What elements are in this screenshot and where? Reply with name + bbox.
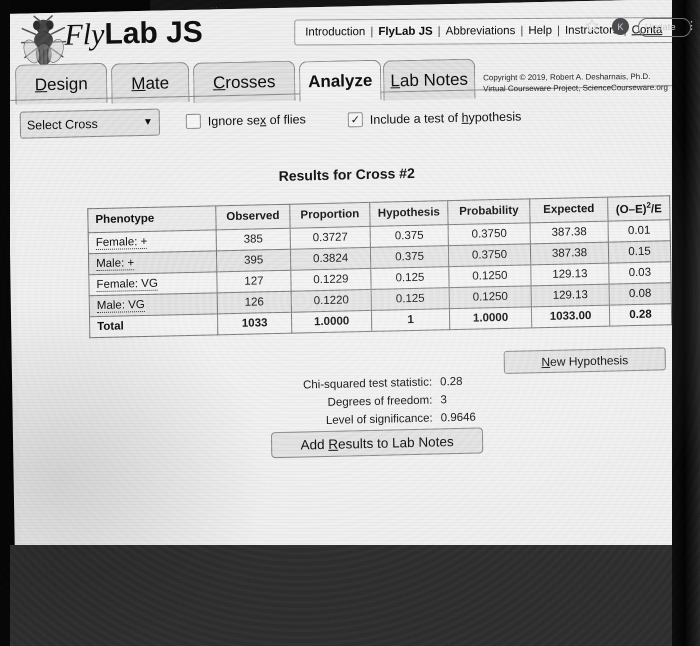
cell-observed: 1033: [217, 312, 292, 335]
cell-chi-term: 0.15: [608, 240, 671, 263]
tab-lab-notes[interactable]: Lab Notes: [382, 58, 476, 101]
cell-hypothesis: 0.125: [370, 266, 450, 290]
include-test-checkbox-row[interactable]: ✓ Include a test of hypothesis: [347, 109, 522, 128]
include-test-checkbox[interactable]: ✓: [347, 112, 363, 128]
tab-lab-notes-accesskey: L: [390, 70, 401, 90]
include-test-label: Include a test of hypothesis: [369, 109, 522, 127]
cell-expected: 387.38: [530, 220, 609, 244]
cell-phenotype: Total: [89, 313, 218, 338]
cell-phenotype: Female: VG: [88, 271, 218, 296]
page-canvas: FlyLab JS Introduction | FlyLab JS | Abb…: [6, 0, 695, 562]
cell-probability: 1.0000: [449, 306, 532, 330]
col-observed: Observed: [215, 204, 291, 230]
tab-lab-notes-label: ab Notes: [399, 69, 469, 90]
cell-proportion: 0.1229: [290, 268, 372, 292]
cell-phenotype: Female: +: [88, 229, 217, 254]
brand-bold: Lab JS: [104, 15, 204, 51]
monitor-bezel-left: [0, 0, 10, 646]
ignore-sex-checkbox[interactable]: [185, 113, 201, 130]
cell-chi-term: 0.01: [608, 219, 671, 242]
monitor-bezel-right: [672, 0, 700, 646]
cell-chi-term: 0.03: [608, 261, 672, 284]
cell-expected: 1033.00: [531, 304, 610, 328]
desk-surface: [0, 545, 700, 646]
cell-proportion: 0.3727: [290, 226, 371, 250]
cell-probability: 0.1250: [448, 264, 532, 288]
col-phenotype: Phenotype: [87, 205, 217, 233]
col-hypothesis: Hypothesis: [369, 200, 449, 227]
page-title: FlyLab JS: [64, 16, 203, 53]
browser-viewport: FlyLab JS Introduction | FlyLab JS | Abb…: [6, 0, 700, 562]
ignore-sex-checkbox-row[interactable]: Ignore sex of flies: [185, 111, 306, 130]
add-results-to-lab-notes-button[interactable]: Add Results to Lab Notes: [270, 427, 484, 459]
tab-crosses-accesskey: C: [212, 72, 226, 92]
tab-mate-accesskey: M: [131, 73, 146, 93]
select-cross-dropdown[interactable]: Select Cross ▼: [19, 108, 161, 139]
results-table-wrapper: Phenotype Observed Proportion Hypothesis…: [87, 195, 673, 339]
cell-probability: 0.1250: [449, 285, 532, 309]
tab-analyze-label: Analyze: [307, 70, 373, 91]
nav-link-help[interactable]: Help: [528, 24, 552, 38]
chi-square-stats: Chi-squared test statistic: 0.28 Degrees…: [284, 372, 545, 431]
cell-chi-term: 0.08: [609, 282, 672, 305]
avatar[interactable]: K: [612, 18, 629, 35]
stat-value: 0.28: [440, 375, 463, 389]
results-table: Phenotype Observed Proportion Hypothesis…: [87, 195, 673, 339]
tab-design-accesskey: D: [34, 74, 48, 94]
brand-italic: Fly: [64, 17, 105, 52]
bookmark-star-icon[interactable]: [584, 18, 600, 34]
nav-link-abbreviations[interactable]: Abbreviations: [445, 25, 516, 38]
stat-value: 0.9646: [440, 411, 476, 425]
chevron-down-icon: ▼: [142, 116, 153, 128]
tab-crosses-label: rosses: [225, 71, 276, 92]
cell-hypothesis: 0.375: [370, 224, 449, 248]
col-proportion: Proportion: [289, 202, 371, 229]
cell-probability: 0.3750: [448, 243, 531, 267]
tab-design-label: esign: [46, 73, 88, 94]
cell-proportion: 0.3824: [290, 247, 371, 271]
cell-expected: 387.38: [530, 241, 609, 265]
cell-observed: 395: [216, 249, 291, 272]
col-expected: Expected: [529, 197, 609, 223]
new-hypothesis-button[interactable]: New Hypothesis: [503, 347, 666, 374]
select-cross-label: Select Cross: [26, 116, 98, 133]
cell-chi-term: 0.28: [609, 303, 672, 326]
col-chi-term: (O–E)2/E: [607, 195, 671, 221]
site-nav: Introduction | FlyLab JS | Abbreviations…: [294, 16, 695, 46]
new-hypothesis-label: ew Hypothesis: [549, 352, 629, 369]
cell-hypothesis: 0.125: [371, 287, 450, 311]
cell-expected: 129.13: [531, 283, 610, 307]
update-button[interactable]: Update: [638, 18, 691, 37]
cell-phenotype: Male: +: [88, 250, 217, 275]
ignore-sex-label: Ignore sex of flies: [207, 111, 306, 129]
nav-link-introduction[interactable]: Introduction: [305, 26, 366, 39]
stat-value: 3: [440, 394, 447, 407]
cell-proportion: 1.0000: [291, 310, 372, 334]
kebab-menu-icon[interactable]: ⋮: [686, 20, 697, 32]
cell-expected: 129.13: [530, 262, 610, 286]
cell-phenotype: Male: VG: [89, 292, 218, 317]
cell-observed: 126: [217, 291, 292, 314]
tab-mate-label: ate: [145, 72, 170, 93]
cell-probability: 0.3750: [448, 222, 531, 246]
nav-link-flylab-js[interactable]: FlyLab JS: [378, 25, 433, 39]
cell-observed: 127: [216, 270, 292, 293]
col-probability: Probability: [447, 198, 531, 225]
tab-analyze[interactable]: Analyze: [298, 59, 382, 102]
cell-hypothesis: 1: [371, 308, 450, 332]
cell-proportion: 0.1220: [291, 289, 372, 313]
cell-observed: 385: [216, 228, 291, 251]
cell-hypothesis: 0.375: [370, 245, 449, 269]
